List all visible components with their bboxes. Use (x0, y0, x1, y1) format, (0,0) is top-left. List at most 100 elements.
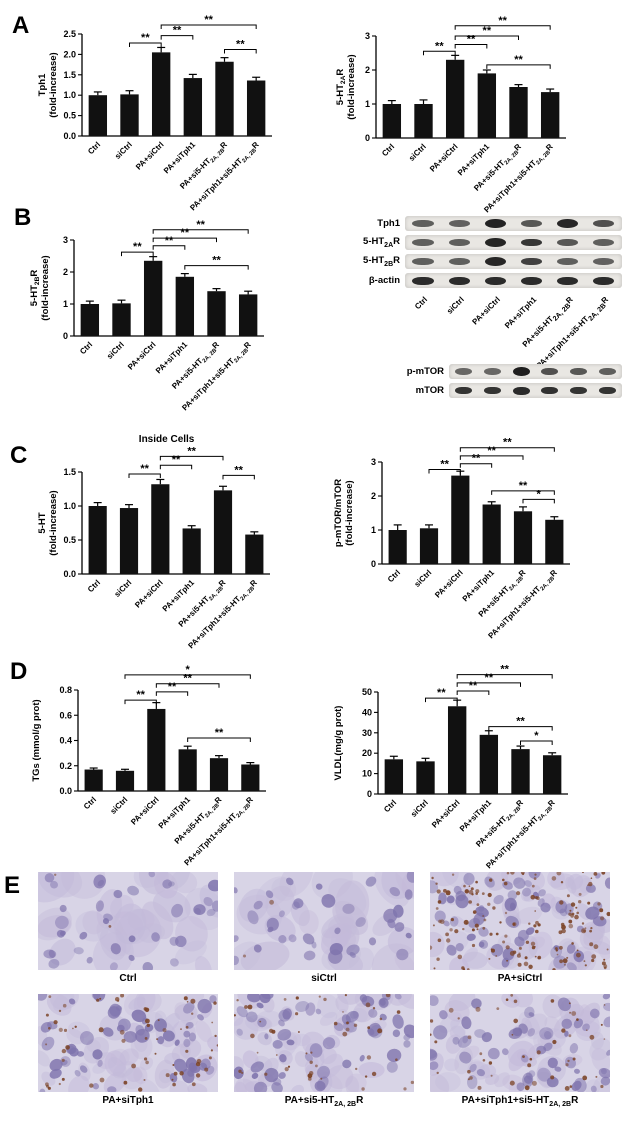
blot-band (448, 258, 470, 265)
x-tick-label: siCtrl (407, 142, 428, 163)
sig-label: ** (140, 463, 149, 475)
sig-label: ** (498, 15, 507, 27)
sig-bracket (155, 683, 220, 688)
y-tick-label: 0.0 (59, 786, 72, 796)
sig-label: ** (516, 716, 525, 728)
bar (447, 706, 467, 794)
bar (143, 260, 163, 336)
x-tick-label: Ctrl (382, 798, 398, 814)
x-tick-label: PA+siCtrl (134, 140, 166, 172)
y-tick-label: 0.6 (59, 710, 72, 720)
blot-band (557, 239, 579, 246)
blot-band (593, 276, 615, 285)
bar (209, 758, 229, 791)
bar (119, 508, 139, 574)
sig-label: ** (440, 458, 449, 470)
blot-band-strip (405, 216, 622, 231)
sig-label: ** (234, 464, 243, 476)
blot-band (512, 386, 530, 395)
x-tick-label: siCtrl (409, 798, 430, 819)
micrograph-pa-si5ht: PA+si5-HT2A, 2BR (234, 994, 414, 1108)
micrograph-image-pa-si5ht (234, 994, 414, 1092)
sig-label: ** (187, 445, 196, 457)
y-axis-label: (fold-increase) (40, 255, 51, 320)
y-tick-label: 0.4 (59, 736, 72, 746)
y-axis-label: 5-HT2AR (335, 69, 347, 106)
blot-row: 5-HT2AR (346, 235, 622, 250)
micrograph-sictrl: siCtrl (234, 872, 414, 984)
sig-label: ** (196, 219, 205, 231)
y-tick-label: 0.5 (63, 535, 76, 545)
x-tick-label: Ctrl (380, 142, 396, 158)
micrograph-grid: Ctrl siCtrl PA+siCtrl PA+siTph1 PA+si5-H… (38, 872, 618, 1108)
micrograph-image-ctrl (38, 872, 218, 970)
bar (382, 104, 402, 138)
sig-bracket (520, 740, 553, 745)
blot-band (448, 220, 470, 227)
bar (175, 276, 195, 336)
bar (414, 104, 433, 138)
x-tick-label: Ctrl (386, 568, 402, 584)
bar (238, 294, 258, 336)
micrograph-label: PA+siTph1+si5-HT2A, 2BR (461, 1095, 579, 1108)
y-tick-label: 1.0 (63, 90, 76, 100)
chart-title: Inside Cells (139, 434, 195, 445)
panel-label-d: D (10, 658, 28, 685)
blot-band (557, 258, 579, 265)
bar (178, 749, 197, 791)
sig-bracket (222, 474, 255, 480)
y-axis-label: VLDL(mg/g prot) (333, 706, 344, 781)
sig-bracket (459, 455, 524, 460)
sig-label: * (534, 730, 539, 742)
micrograph-label: PA+si5-HT2A, 2BR (284, 1095, 364, 1108)
panel-label-a: A (12, 12, 30, 39)
y-tick-label: 0.0 (63, 131, 76, 141)
sig-bracket (160, 24, 257, 30)
sig-bracket (128, 473, 161, 479)
sig-bracket (488, 726, 553, 731)
micrograph-image-sictrl (234, 872, 414, 970)
y-tick-label: 3 (63, 235, 68, 245)
micrograph-ctrl: Ctrl (38, 872, 218, 984)
y-axis-label: 5-HT2BR (29, 270, 41, 307)
x-tick-label: siCtrl (413, 568, 434, 589)
blot-lane-label: PA+siTph1 (502, 295, 538, 331)
blot-band-strip (405, 254, 622, 269)
bar (84, 769, 103, 791)
blot-band (512, 367, 530, 376)
blot-band (483, 386, 501, 395)
blot-band (541, 386, 559, 395)
sig-label: ** (487, 445, 496, 457)
blot-band (520, 276, 543, 285)
sig-bracket (184, 265, 249, 270)
sig-label: * (186, 664, 191, 676)
y-tick-label: 0 (63, 331, 68, 341)
y-tick-label: 2.5 (63, 29, 76, 39)
sig-bracket (152, 229, 249, 234)
blot-band (599, 386, 617, 395)
blot-band (484, 238, 507, 247)
bar (477, 73, 497, 138)
x-tick-label: siCtrl (105, 340, 126, 361)
y-tick-label: 0 (365, 133, 370, 143)
bar (416, 761, 435, 794)
sig-bracket (159, 455, 224, 461)
blot-band (454, 368, 472, 375)
sig-bracket (187, 737, 251, 742)
sig-label: ** (467, 34, 476, 46)
blot-row: p-mTOR (390, 364, 622, 379)
x-tick-label: PA+siCtrl (126, 340, 158, 372)
y-tick-label: 20 (362, 748, 372, 758)
y-axis-label: (fold-increase) (346, 54, 357, 119)
sig-label: ** (519, 480, 528, 492)
sig-label: ** (133, 241, 142, 253)
y-axis-label: Tph1 (37, 73, 48, 96)
sig-label: ** (141, 32, 150, 44)
bar (183, 78, 203, 136)
sig-bracket (224, 49, 257, 54)
sig-bracket (124, 699, 157, 705)
blot-protein-label: mTOR (415, 385, 444, 396)
